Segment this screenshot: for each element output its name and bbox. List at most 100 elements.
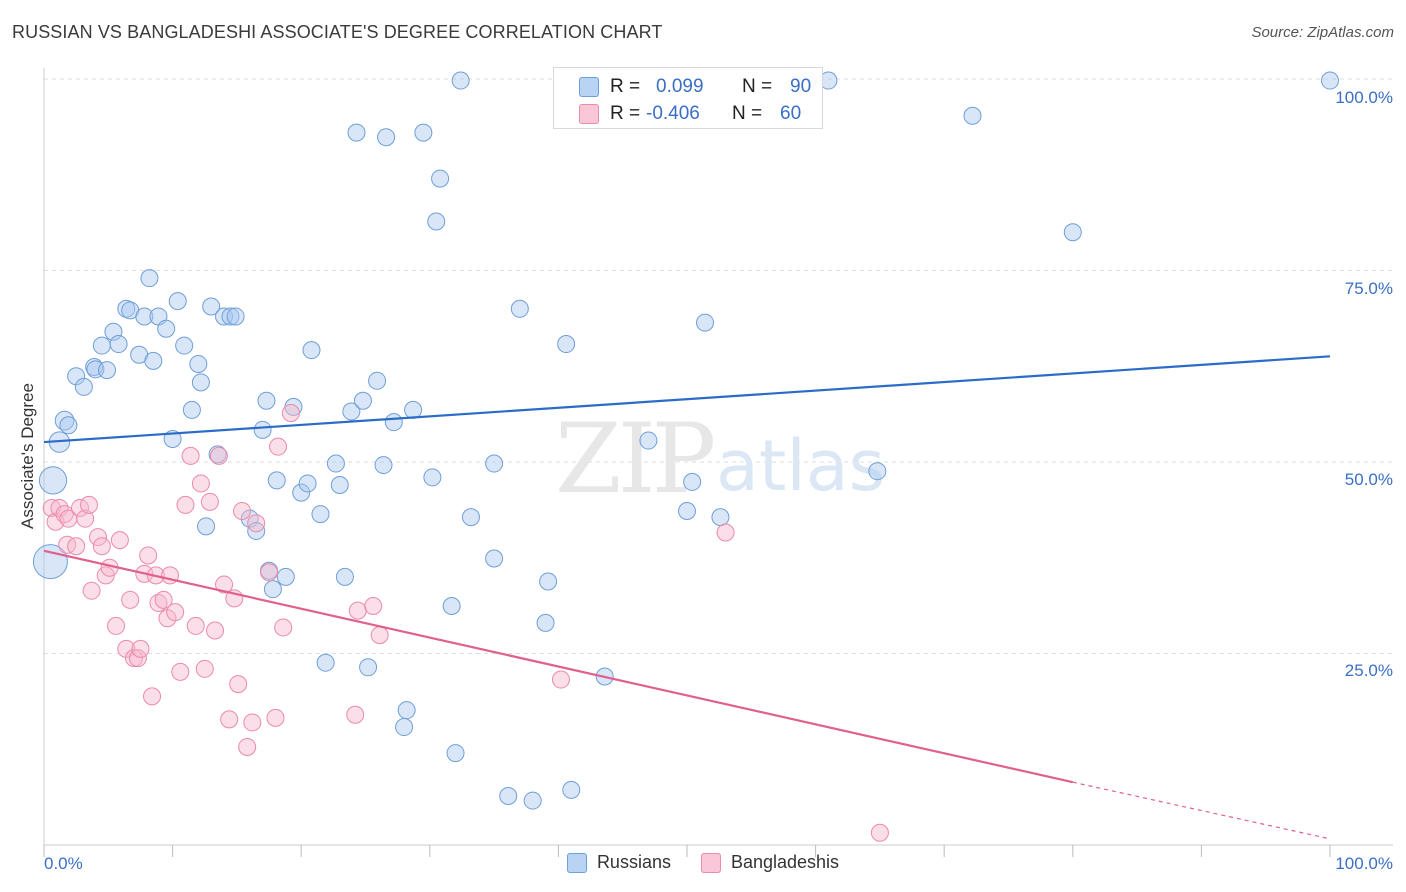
legend-item-russians[interactable]: Russians (566, 852, 671, 873)
bangladeshis-point (220, 710, 239, 729)
russians-point (59, 416, 78, 435)
bangladeshis-point (215, 575, 234, 594)
bangladeshis-point (260, 563, 279, 582)
source-label: Source: ZipAtlas.com (1251, 24, 1394, 41)
trend-lines (43, 355, 1331, 840)
bangladeshis-point (551, 670, 570, 689)
legend-n-label: N = (742, 76, 773, 97)
russians-point (446, 744, 465, 763)
russians-point (442, 597, 461, 616)
russians-point (316, 653, 335, 672)
bangladeshis-point (131, 639, 150, 658)
bangladeshis-point (233, 502, 252, 521)
legend-row-russians: R = 0.099 N = 90 (554, 73, 811, 101)
russians-point (157, 319, 176, 338)
russians-point (144, 351, 163, 370)
legend-row-bangladeshis: R = -0.406 N = 60 (554, 100, 801, 128)
russians-point (226, 307, 245, 326)
russians-trend-line (43, 355, 1331, 444)
bangladeshis-point (266, 708, 285, 727)
russians-point (868, 462, 887, 481)
bangladeshis-point (247, 514, 266, 533)
russians-point (175, 336, 194, 355)
legend-item-bangladeshis[interactable]: Bangladeshis (700, 852, 840, 873)
axes (43, 68, 1393, 857)
russians-point (397, 701, 416, 720)
bangladeshis-point (154, 590, 173, 609)
russians-point (404, 400, 423, 419)
bangladeshis-trend-line (43, 549, 1074, 784)
russians-point (368, 371, 387, 390)
bangladeshis-point (209, 446, 228, 465)
russians-point (711, 508, 730, 527)
russians-point (696, 313, 715, 332)
russians-point (374, 456, 393, 475)
russians-point (539, 572, 558, 591)
russians-point (461, 508, 480, 527)
bangladeshis-point (229, 675, 248, 694)
russians-point (639, 431, 658, 450)
legend-r-label: R = (610, 103, 641, 124)
russians-point (523, 791, 542, 810)
x-tick-label-max: 100.0% (1335, 854, 1393, 873)
russians-point (109, 335, 128, 354)
bangladeshis-point (58, 535, 77, 554)
watermark: ZIP atlas (555, 403, 885, 515)
bangladeshis-point (121, 590, 140, 609)
series-legend: Russians Bangladeshis (0, 852, 1406, 873)
russians-point (377, 128, 396, 147)
bangladeshis-point (716, 523, 735, 542)
bangladeshis-point (166, 603, 185, 622)
bangladeshis-point (870, 823, 889, 842)
legend-label-russians: Russians (596, 852, 671, 872)
bangladeshis-point (139, 546, 158, 565)
legend-n-value: 90 (790, 76, 812, 97)
bangladeshis-trend-extension (1072, 781, 1331, 840)
russians-point (1063, 223, 1082, 242)
legend-n-value: 60 (780, 103, 802, 124)
bangladeshis-point (107, 616, 126, 635)
legend-r-value: 0.099 (656, 76, 704, 97)
bangladeshis-point (67, 537, 86, 556)
russians-swatch (579, 77, 599, 97)
bangladeshis-point (110, 531, 129, 550)
legend-n-label: N = (732, 103, 763, 124)
russians-point (191, 373, 210, 392)
y-tick-label-75: 75.0% (1345, 279, 1393, 298)
bangladeshis-point (364, 597, 383, 616)
russians-point (292, 483, 311, 502)
bangladeshis-point (171, 662, 190, 681)
russians-point (38, 466, 68, 495)
bangladeshis-point (149, 593, 168, 612)
russians-point (395, 718, 414, 737)
russians-point (182, 400, 201, 419)
russians-point (74, 377, 93, 396)
russians-point (427, 212, 446, 231)
legend-label-bangladeshis: Bangladeshis (730, 852, 840, 872)
russians-point (342, 402, 361, 421)
bangladeshis-point (269, 437, 288, 456)
russians-point (135, 307, 154, 326)
russians-point (197, 517, 216, 536)
russians-point (683, 472, 702, 491)
russians-point (168, 292, 187, 311)
russians-point (451, 71, 470, 90)
bangladeshis-swatch (700, 852, 721, 873)
russians-point (253, 420, 272, 439)
russians-point (353, 391, 372, 410)
bangladeshis-point (195, 659, 214, 678)
bangladeshis-point (186, 616, 205, 635)
bangladeshis-point (181, 446, 200, 465)
russians-point (510, 299, 529, 318)
russians-point (1321, 71, 1339, 90)
russians-point (335, 567, 354, 586)
bangladeshis-point (348, 601, 367, 620)
russians-point (557, 335, 576, 354)
russians-point (485, 549, 504, 568)
russians-point (189, 354, 208, 373)
correlation-legend: R = 0.099 N = 90 R = -0.406 N = 60 (553, 67, 823, 129)
russians-point (221, 307, 240, 326)
bangladeshis-point (281, 403, 300, 422)
bangladeshis-point (176, 495, 195, 514)
